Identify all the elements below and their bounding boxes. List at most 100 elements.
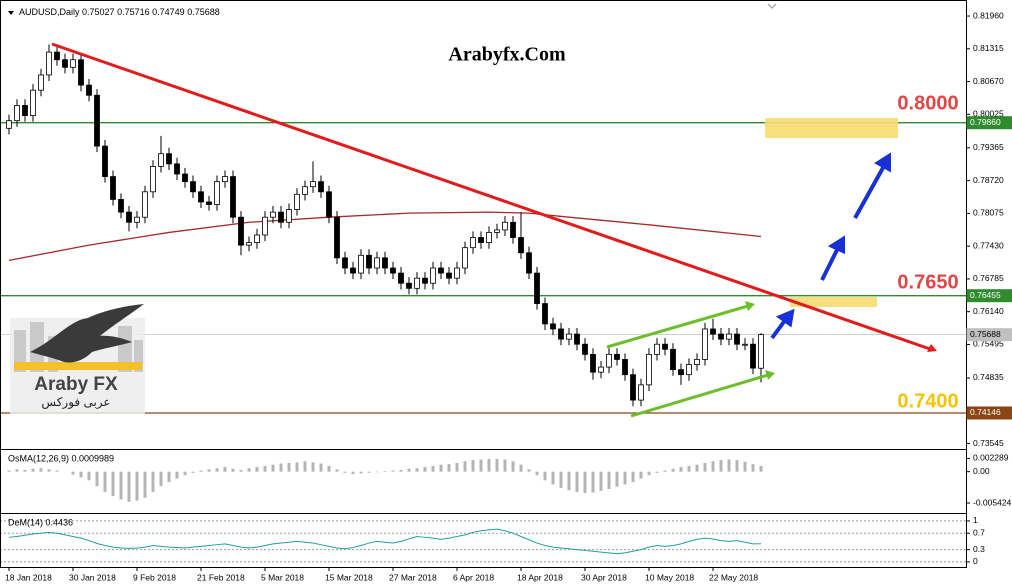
histogram-bar [535,471,539,476]
x-tick-label: 18 Apr 2018 [517,572,563,582]
y-tick-label: 0 [973,556,978,566]
candle-body [614,353,620,360]
chart-header: AUDUSD,Daily 0.75027 0.75716 0.74749 0.7… [19,7,220,17]
candle-body [702,328,708,360]
candle-body [518,237,524,254]
candle-body [222,176,228,183]
candle-body [294,193,300,210]
x-tick-label: 30 Apr 2018 [581,572,627,582]
y-tick-label: 0.78075 [973,208,1004,218]
y-tick-label: 0.78720 [973,175,1004,185]
y-tick-label: 0.79365 [973,142,1004,152]
histogram-bar [615,471,619,487]
level-label: 0.75688 [970,329,1001,339]
logo-eagle [30,304,144,363]
candle-body [462,247,468,269]
histogram-bar [103,471,107,492]
chart-title: Arabyfx.Com [448,44,566,66]
close: 0.75688 [187,7,220,17]
candle-body [438,267,444,274]
trend-line [51,42,931,351]
candle-body [366,254,372,269]
frame [0,0,967,568]
candle-body [30,89,36,116]
histogram-bar [71,471,75,475]
y-tick-label: 0.80025 [973,109,1004,119]
y-tick-label: 0.80670 [973,76,1004,86]
candle-body [326,191,332,218]
level-label-box [966,116,1012,130]
candle-body [54,51,60,61]
level-label: 0.74146 [970,407,1001,417]
y-tick-label: 0.77430 [973,240,1004,250]
candle-body [550,323,556,330]
candle-body [102,145,108,177]
histogram-bar [31,468,35,472]
histogram-bar [199,470,203,472]
histogram-bar [551,471,555,485]
candle-body [110,176,116,200]
x-tick-label: 22 May 2018 [709,572,758,582]
histogram-bar [311,462,315,472]
target-zone [790,297,877,307]
candle-body [150,166,156,193]
histogram-bar [327,465,331,472]
candle-body [230,176,236,218]
histogram-bar [167,471,171,483]
projection-arrow [820,247,840,281]
histogram-bar [351,471,355,474]
candle-body [414,277,420,289]
candle-body [374,257,380,269]
x-tick-label: 18 Jan 2018 [5,572,52,582]
candle-body [566,333,572,340]
candle-body [446,272,452,279]
candle-body [310,181,316,188]
histogram-bar [711,461,715,472]
logo: Araby FX عربى فوركس [10,304,145,414]
channel-lower [630,373,769,418]
menu-triangle[interactable] [8,11,14,15]
candle-body [734,333,740,345]
histogram-bar [679,467,683,472]
histogram-bar [471,460,475,472]
candle-body [398,272,404,284]
indicator-title: OsMA(12,26,9) 0.0009989 [8,453,114,463]
indicator-title: DeM(14) 0.4436 [8,517,73,527]
histogram-bar [543,471,547,481]
candle-body [182,173,188,183]
level-label-box [966,289,1012,303]
y-tick-label: 0.75495 [973,339,1004,349]
histogram-bar [359,471,363,474]
candle-body [302,186,308,195]
y-tick-label: 0.76140 [973,306,1004,316]
histogram-bar [367,471,371,473]
candle-body [174,163,180,175]
y-tick-label: 0.00 [973,466,990,476]
candle-body [654,343,660,355]
histogram-bar [439,464,443,472]
histogram-bar [295,462,299,472]
histogram-bar [519,464,523,472]
histogram-bar [375,471,379,473]
candle-body [542,303,548,325]
y-tick-label: 0.7 [973,527,985,537]
candle-body [134,216,140,223]
candle-body [166,153,172,165]
histogram-bar [735,460,739,472]
high: 0.75716 [117,7,150,17]
candle-body [526,252,532,274]
y-tick-label: 0.74835 [973,372,1004,382]
plot-area: 18 Jan 2018 30 Jan 2018 9 Feb 2018 21 Feb 2… [0,44,966,582]
histogram-bar [127,471,131,502]
histogram-bar [703,462,707,472]
candle-body [726,333,732,340]
y-tick-label: 1 [973,515,978,525]
candle-body [670,348,676,371]
histogram-bar [135,471,139,501]
histogram-bar [447,464,451,472]
candle-body [662,343,668,350]
histogram-bar [591,471,595,493]
histogram-bar [159,471,163,487]
histogram-bar [695,464,699,472]
